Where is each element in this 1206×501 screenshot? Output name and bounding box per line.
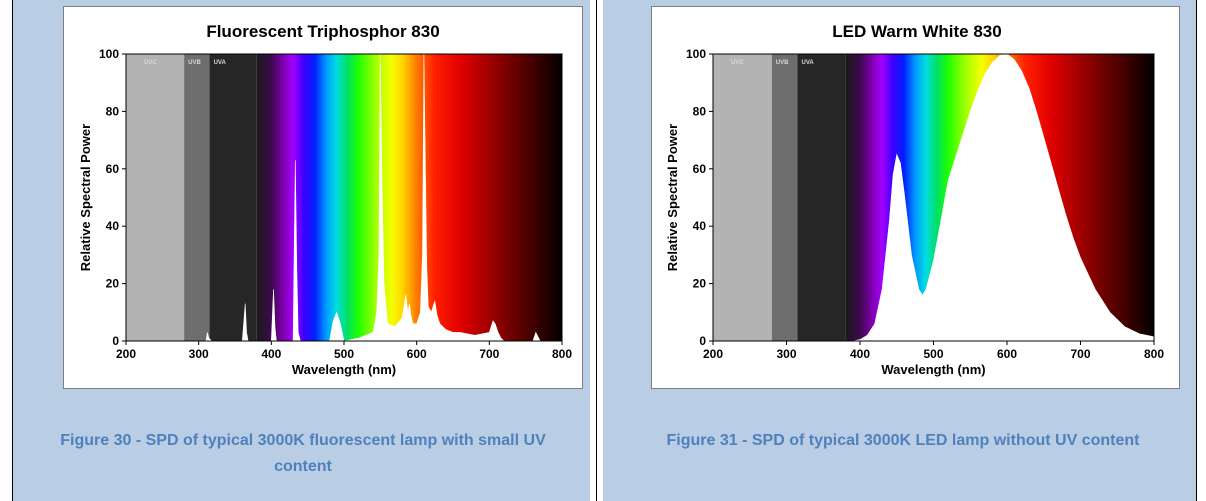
x-tick-label: 800	[552, 347, 572, 361]
x-tick-label: 500	[334, 347, 354, 361]
y-tick-label: 80	[693, 104, 707, 118]
y-tick-label: 40	[106, 219, 120, 233]
x-tick-label: 500	[923, 347, 943, 361]
y-tick-label: 0	[699, 334, 706, 348]
y-tick-label: 20	[693, 277, 707, 291]
x-axis-label: Wavelength (nm)	[292, 362, 396, 377]
y-tick-label: 0	[112, 334, 119, 348]
spd-curve	[198, 53, 562, 342]
table-border-left	[12, 0, 13, 501]
x-tick-label: 200	[116, 347, 136, 361]
uv-band-uvc	[713, 54, 772, 341]
y-axis-label: Relative Spectral Power	[78, 124, 93, 271]
x-tick-label: 300	[776, 347, 796, 361]
uv-band-label: UVC	[731, 60, 744, 66]
spd-curve	[852, 53, 1155, 342]
y-tick-label: 80	[106, 104, 120, 118]
figure-cell-31: UVC UVB UVA 0 20 40 60 80 100 200 300 400 500 600 700 8…	[603, 0, 1196, 501]
x-tick-label: 200	[703, 347, 723, 361]
y-axis-label: Relative Spectral Power	[665, 124, 680, 271]
y-tick-label: 60	[693, 162, 707, 176]
uv-band-uva	[209, 54, 257, 341]
x-axis-label: Wavelength (nm)	[881, 362, 985, 377]
x-tick-label: 600	[997, 347, 1017, 361]
uv-band-uvb	[184, 54, 210, 341]
y-tick-label: 20	[106, 277, 120, 291]
x-tick-label: 700	[479, 347, 499, 361]
figure-caption-31: Figure 31 - SPD of typical 3000K LED lam…	[666, 432, 1140, 449]
uv-band-label: UVA	[214, 60, 227, 66]
y-tick-label: 100	[99, 47, 119, 61]
y-tick-label: 60	[106, 162, 120, 176]
chart-led: UVC UVB UVA 0 20 40 60 80 100 200 300 400 500 600 700 8…	[651, 6, 1180, 389]
table-border-mid-line	[596, 0, 597, 501]
chart-title: LED Warm White 830	[832, 22, 1001, 41]
x-tick-label: 400	[261, 347, 281, 361]
uv-band-uvb	[771, 54, 798, 341]
uv-band-label: UVA	[802, 60, 815, 66]
x-tick-label: 800	[1144, 347, 1164, 361]
uv-band-label: UVB	[188, 60, 201, 66]
figure-cell-30: UVC UVB UVA 0 20 40 60 80 100 200 300 400 500 600 700 8…	[13, 0, 590, 501]
chart-title: Fluorescent Triphosphor 830	[206, 22, 439, 41]
visible-spectrum-band	[256, 54, 562, 341]
figure-caption-30: Figure 30 - SPD of typical 3000K fluores…	[60, 432, 546, 475]
y-tick-label: 40	[693, 219, 707, 233]
uv-band-label: UVC	[144, 60, 157, 66]
uv-band-label: UVB	[776, 60, 789, 66]
chart-led-svg: UVC UVB UVA 0 20 40 60 80 100 200 300 400 500 600 700 8…	[665, 22, 1164, 377]
uv-band-uva	[797, 54, 846, 341]
uv-band-uvc	[126, 54, 185, 341]
x-tick-label: 700	[1070, 347, 1090, 361]
x-tick-label: 300	[189, 347, 209, 361]
x-tick-label: 400	[850, 347, 870, 361]
chart-fluorescent-svg: UVC UVB UVA 0 20 40 60 80 100 200 300 400 500 600 700 8…	[78, 22, 572, 377]
chart-fluorescent: UVC UVB UVA 0 20 40 60 80 100 200 300 400 500 600 700 8…	[63, 6, 583, 389]
table-border-right	[1196, 0, 1197, 501]
x-tick-label: 600	[407, 347, 427, 361]
y-tick-label: 100	[686, 47, 706, 61]
